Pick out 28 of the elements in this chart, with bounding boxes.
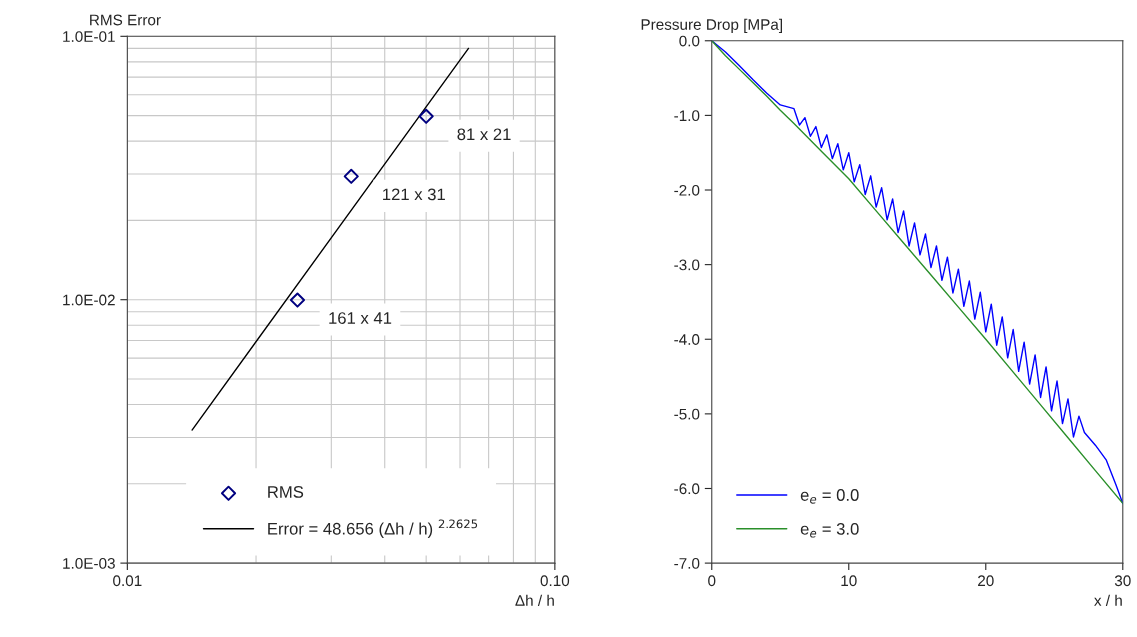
legend-label: e$_{e}$ = 0.0	[800, 489, 859, 504]
legend-label: e$_{e}$ = 3.0	[800, 522, 859, 538]
chart-title: Pressure Drop [MPa]	[641, 18, 782, 33]
x-tick-label: 10	[841, 575, 857, 587]
y-tick-label: -6.0	[674, 483, 700, 495]
x-axis-title: x / h	[1094, 594, 1122, 606]
legend-label: RMS	[268, 486, 304, 498]
annotation: 161 x 41	[329, 312, 392, 324]
x-tick-label: 0.10	[540, 575, 570, 587]
x-tick-label: 0	[708, 575, 716, 587]
x-tick-label: 30	[1114, 575, 1131, 587]
annotation: 81 x 21	[457, 128, 511, 141]
y-tick-label: -5.0	[674, 408, 700, 420]
annotation: 121 x 31	[383, 188, 445, 201]
y-tick-label: 1.0E-03	[63, 557, 115, 569]
y-tick-label: 0.0	[679, 35, 700, 47]
y-tick-label: 1.0E-02	[63, 294, 115, 306]
y-tick-label: -3.0	[674, 259, 700, 271]
y-tick-label: -2.0	[674, 184, 700, 196]
y-tick-label: -1.0	[674, 110, 700, 122]
legend-label: Error = 48.656 (Δh / h) $^{2.2625}$	[268, 519, 478, 538]
x-axis-title: Δh / h	[515, 594, 554, 606]
chart-title: RMS Error	[90, 14, 161, 26]
x-tick-label: 0.01	[113, 575, 142, 587]
y-tick-label: -4.0	[674, 334, 700, 345]
y-tick-label: 1.0E-01	[63, 31, 115, 42]
x-tick-label: 20	[978, 575, 994, 587]
y-tick-label: -7.0	[674, 557, 700, 569]
